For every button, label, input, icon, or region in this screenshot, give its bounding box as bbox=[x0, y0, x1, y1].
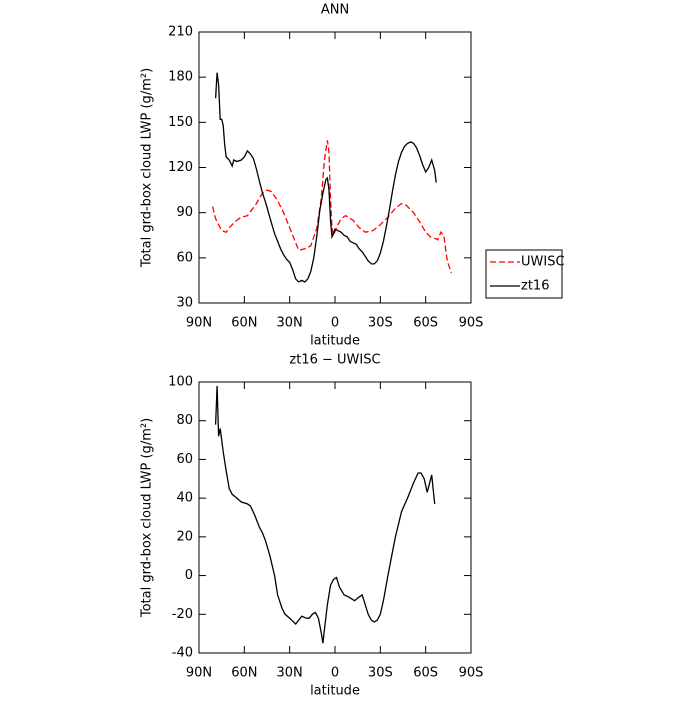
x-tick-label: 60N bbox=[231, 316, 257, 331]
y-tick-label: 100 bbox=[168, 375, 193, 390]
y-tick-label: 80 bbox=[176, 413, 193, 428]
y-tick-label: -40 bbox=[172, 646, 193, 661]
y-tick-label: 90 bbox=[176, 205, 193, 220]
x-tick-label: 90S bbox=[459, 666, 484, 681]
y-tick-label: 40 bbox=[176, 491, 193, 506]
x-tick-label: 90N bbox=[186, 316, 212, 331]
y-tick-label: 0 bbox=[185, 568, 193, 583]
x-tick-label: 30S bbox=[368, 666, 393, 681]
plot-frame bbox=[198, 31, 472, 304]
y-tick-label: 60 bbox=[176, 452, 193, 467]
x-tick-label: 0 bbox=[331, 316, 339, 331]
x-tick-label: 30S bbox=[368, 316, 393, 331]
y-axis-label: Total grd-box cloud LWP (g/m²) bbox=[140, 68, 155, 268]
y-tick-label: 150 bbox=[168, 115, 193, 130]
x-tick-label: 90N bbox=[186, 666, 212, 681]
y-tick-label: 120 bbox=[168, 160, 193, 175]
chart-title: ANN bbox=[321, 3, 349, 18]
x-tick-label: 60S bbox=[413, 666, 438, 681]
x-tick-label: 0 bbox=[331, 666, 339, 681]
x-axis-label: latitude bbox=[310, 684, 360, 699]
y-tick-label: 180 bbox=[168, 70, 193, 85]
chart-title: zt16 − UWISC bbox=[289, 353, 380, 368]
x-tick-label: 30N bbox=[277, 316, 303, 331]
y-tick-label: 210 bbox=[168, 25, 193, 40]
legend-label: zt16 bbox=[521, 279, 549, 294]
x-tick-label: 60N bbox=[231, 666, 257, 681]
y-axis-label: Total grd-box cloud LWP (g/m²) bbox=[140, 418, 155, 618]
y-tick-label: -20 bbox=[172, 607, 193, 622]
x-tick-label: 60S bbox=[413, 316, 438, 331]
data-line bbox=[211, 140, 453, 274]
plot-frame bbox=[198, 381, 472, 654]
x-axis-label: latitude bbox=[310, 334, 360, 349]
x-tick-label: 30N bbox=[277, 666, 303, 681]
legend-box bbox=[485, 249, 563, 299]
y-tick-label: 60 bbox=[176, 250, 193, 265]
y-tick-label: 20 bbox=[176, 529, 193, 544]
legend-label: UWISC bbox=[521, 255, 565, 270]
data-line bbox=[214, 72, 437, 283]
y-tick-label: 30 bbox=[176, 296, 193, 311]
x-tick-label: 90S bbox=[459, 316, 484, 331]
data-line bbox=[214, 385, 436, 644]
